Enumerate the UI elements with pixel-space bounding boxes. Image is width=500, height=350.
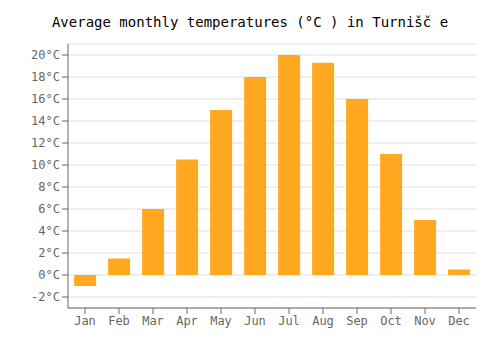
svg-text:Sep: Sep (346, 314, 368, 328)
svg-text:12°C: 12°C (31, 136, 60, 150)
svg-text:Aug: Aug (312, 314, 334, 328)
svg-text:4°C: 4°C (38, 224, 60, 238)
svg-text:2°C: 2°C (38, 246, 60, 260)
svg-text:Dec: Dec (448, 314, 470, 328)
svg-text:16°C: 16°C (31, 92, 60, 106)
svg-text:Apr: Apr (176, 314, 198, 328)
svg-text:Jun: Jun (244, 314, 266, 328)
svg-text:Feb: Feb (108, 314, 130, 328)
svg-text:May: May (210, 314, 232, 328)
svg-text:10°C: 10°C (31, 158, 60, 172)
svg-text:Nov: Nov (414, 314, 436, 328)
svg-text:18°C: 18°C (31, 70, 60, 84)
svg-text:Mar: Mar (142, 314, 164, 328)
svg-text:-2°C: -2°C (31, 290, 60, 304)
svg-text:20°C: 20°C (31, 48, 60, 62)
svg-text:8°C: 8°C (38, 180, 60, 194)
svg-text:6°C: 6°C (38, 202, 60, 216)
svg-text:Jan: Jan (74, 314, 96, 328)
svg-text:14°C: 14°C (31, 114, 60, 128)
svg-text:Oct: Oct (380, 314, 402, 328)
svg-text:0°C: 0°C (38, 268, 60, 282)
html-text:Average monthly temperatures (: Average monthly temperatures (°C ) in Tu… (51, 14, 449, 30)
svg-text:Jul: Jul (278, 314, 300, 328)
